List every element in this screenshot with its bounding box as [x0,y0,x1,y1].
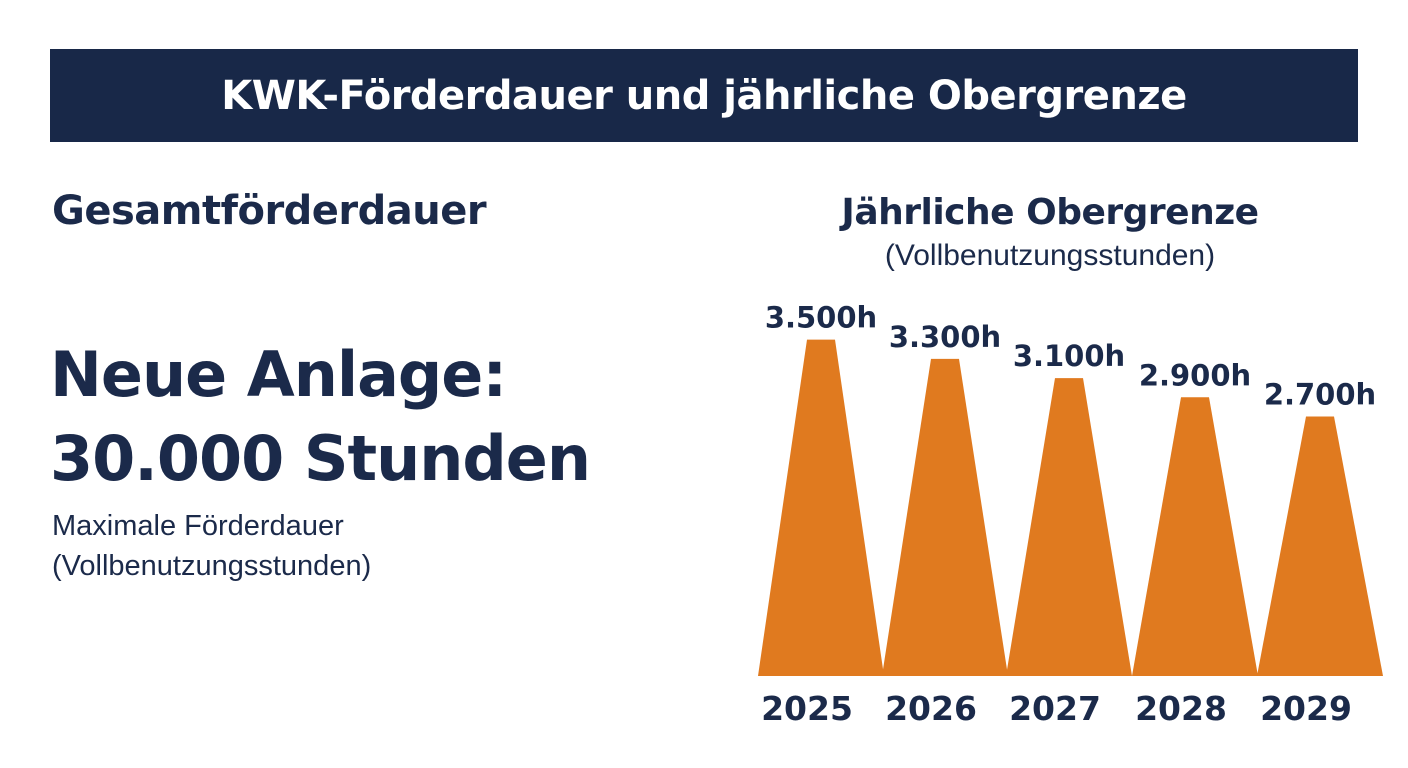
bar-2026 [882,358,1008,676]
chart-title: Jährliche Obergrenze [841,192,1259,233]
title-banner: KWK-Förderdauer und jährliche Obergrenze [50,49,1358,142]
bar-2027 [1006,378,1132,676]
value-label-2028: 2.900h [1139,358,1251,392]
year-label-2025: 2025 [761,689,853,728]
year-label-2029: 2029 [1260,689,1352,728]
year-label-2028: 2028 [1135,689,1227,728]
bar-2029 [1257,416,1383,676]
year-label-2027: 2027 [1009,689,1101,728]
chart-subtitle: (Vollbenutzungsstunden) [884,239,1216,272]
value-label-2029: 2.700h [1264,378,1376,412]
total-duration-heading: Gesamtförderdauer [52,188,487,234]
max-duration-caption: Maximale Förderdauer [52,510,344,542]
new-plant-label: Neue Anlage: [50,338,507,411]
page-title: KWK-Förderdauer und jährliche Obergrenze [221,72,1187,119]
value-label-2025: 3.500h [765,301,877,335]
bar-2028 [1132,397,1258,676]
total-hours-value: 30.000 Stunden [50,422,591,495]
bar-2025 [758,339,884,676]
value-label-2026: 3.300h [889,320,1001,354]
full-load-hours-caption: (Vollbenutzungsstunden) [52,550,372,582]
value-label-2027: 3.100h [1013,339,1125,373]
year-label-2026: 2026 [885,689,977,728]
